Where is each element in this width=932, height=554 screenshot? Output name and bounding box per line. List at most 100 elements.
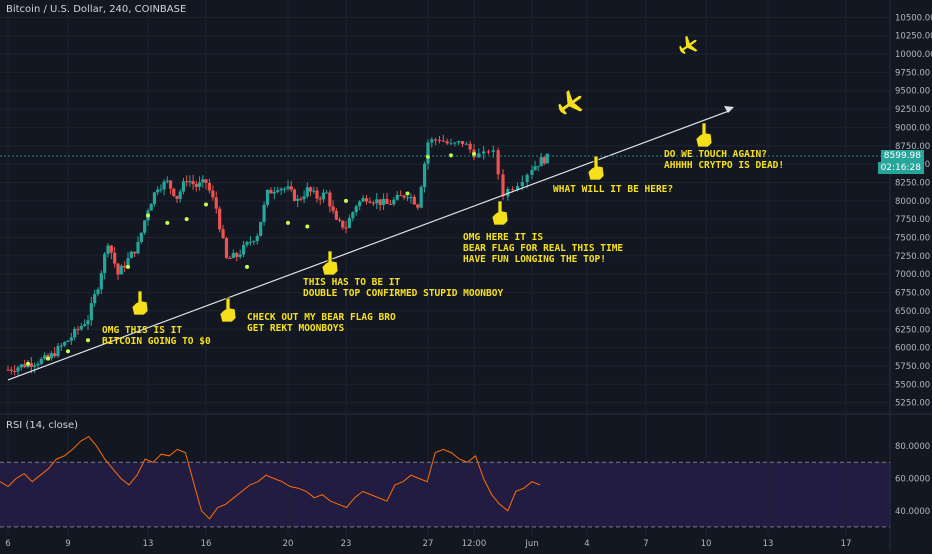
candle-body [66, 340, 70, 342]
candle-body [43, 355, 47, 359]
candle-body [221, 229, 225, 239]
candle-body [172, 188, 176, 196]
hand-shape [695, 122, 713, 148]
candle-body [69, 337, 73, 341]
pointing-hand-icon [695, 122, 713, 148]
price-tick-label: 9000.00 [895, 123, 930, 133]
candle-body [214, 197, 218, 209]
time-tick-label: 20 [283, 539, 294, 549]
candle-body [83, 324, 87, 327]
sar-dot [344, 198, 348, 203]
pointing-hand-icon [131, 290, 149, 316]
sar-dot [472, 151, 476, 156]
candle-body [515, 186, 520, 190]
sar-dot [46, 356, 50, 361]
candle-body [224, 238, 229, 258]
candle-body [491, 150, 495, 152]
candle-body [162, 181, 166, 190]
candle-body [143, 220, 147, 233]
candle-body [525, 174, 529, 182]
candle-body [361, 198, 365, 202]
candle-body [354, 206, 358, 213]
candle-body [6, 369, 10, 371]
candle-body [272, 191, 276, 194]
sar-dot [184, 217, 189, 222]
price-tick-label: 8250.00 [895, 178, 930, 188]
sar-dot [286, 220, 290, 225]
candle-body [315, 190, 319, 199]
time-tick-label: 4 [584, 539, 589, 549]
candle-body [49, 353, 53, 359]
candle-body [175, 195, 179, 199]
candle-body [296, 198, 300, 201]
candle-body [344, 227, 348, 229]
price-tick-label: 8750.00 [895, 142, 930, 152]
candle-body [139, 232, 143, 242]
price-tick-label: 10000.00 [895, 50, 932, 60]
candle-body [188, 181, 192, 183]
candle-body [496, 150, 500, 175]
candle-body [106, 245, 110, 254]
candle-body [39, 358, 43, 364]
sar-dot [126, 264, 130, 269]
time-tick-label: 7 [643, 539, 648, 549]
candle-body [388, 203, 393, 205]
candle-body [23, 364, 27, 368]
candle-body [331, 206, 335, 211]
candle-body [191, 181, 195, 185]
candle-body [36, 363, 40, 366]
candle-body [181, 181, 186, 192]
candle-body [501, 174, 505, 197]
hand-shape [219, 297, 237, 323]
current-price-badge: 8599.98 [880, 150, 924, 162]
candle-body [76, 328, 80, 330]
candle-body [536, 166, 540, 168]
candle-body [542, 157, 546, 164]
candle-body [109, 245, 113, 253]
sar-dot [86, 338, 90, 343]
candle-body [211, 190, 215, 198]
candle-body [116, 263, 120, 275]
candle-body [375, 199, 379, 204]
candle-body [371, 202, 375, 204]
candle-body [197, 182, 202, 187]
candle-body [269, 189, 273, 194]
sar-dot [165, 220, 170, 225]
time-tick-label: 12:00 [462, 539, 487, 549]
pointing-hand-icon [321, 250, 339, 276]
candle-body [434, 139, 438, 141]
airplane-icon [679, 35, 698, 54]
time-tick-label: 23 [341, 539, 352, 549]
candle-body [156, 189, 160, 193]
candle-body [468, 143, 472, 150]
candle-body [358, 201, 362, 207]
sar-dot [305, 224, 310, 229]
airplane-shape [679, 35, 698, 54]
trendline [7, 109, 731, 381]
candle-body [119, 265, 123, 275]
candle-body [248, 241, 253, 243]
candle-body [218, 208, 222, 230]
candle-body [341, 220, 345, 228]
candle-body [477, 153, 481, 158]
candle-body [79, 326, 83, 330]
price-tick-label: 6500.00 [895, 307, 930, 317]
candle-body [59, 345, 63, 347]
candle-body [96, 289, 100, 295]
candle-body [533, 166, 537, 171]
candle-body [506, 189, 510, 197]
candle-body [449, 143, 453, 145]
candle-body [364, 198, 369, 202]
candle-body [245, 241, 249, 245]
price-tick-label: 9750.00 [895, 68, 930, 78]
candle-body [302, 196, 306, 200]
time-tick-label: 13 [143, 539, 154, 549]
price-tick-label: 10250.00 [895, 32, 932, 42]
candle-body [441, 140, 445, 142]
rsi-line [0, 435, 541, 520]
candle-body [228, 257, 232, 259]
time-tick-label: 27 [423, 539, 434, 549]
candle-body [426, 142, 430, 164]
candle-body [133, 251, 137, 254]
